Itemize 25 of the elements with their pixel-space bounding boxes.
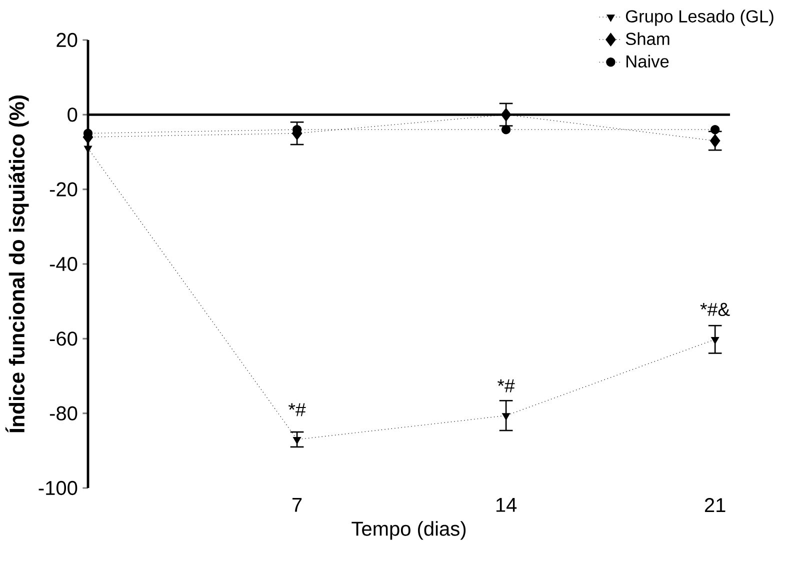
point [710, 124, 720, 134]
y-tick-label: -40 [50, 256, 78, 272]
y-tick-label: -80 [50, 406, 78, 420]
legend-label: Grupo Lesado (GL) [626, 10, 774, 26]
y-tick-label: -20 [50, 182, 78, 196]
y-tick-label: -100 [38, 480, 78, 496]
legend-label: Sham [626, 32, 670, 46]
point [711, 336, 720, 344]
point [501, 124, 511, 134]
x-tick-label: 7 [292, 498, 302, 512]
point [292, 437, 302, 444]
point [502, 413, 510, 420]
annotation: *# [498, 379, 515, 392]
y-tick-label: 20 [56, 32, 78, 48]
annotation: *# [288, 403, 306, 416]
y-tick-label: -60 [50, 332, 78, 346]
point [500, 108, 512, 122]
x-tick-label: 14 [496, 498, 517, 512]
annotation: *#& [700, 302, 730, 316]
y-tick-label: 0 [68, 108, 78, 122]
x-axis-title: Tempo (dias) [352, 521, 466, 540]
y-axis-title: Índice funcional do isquiático (%) [5, 96, 29, 432]
point [710, 134, 720, 148]
x-tick-label: 21 [704, 498, 726, 512]
legend-label: Naive [626, 54, 669, 68]
